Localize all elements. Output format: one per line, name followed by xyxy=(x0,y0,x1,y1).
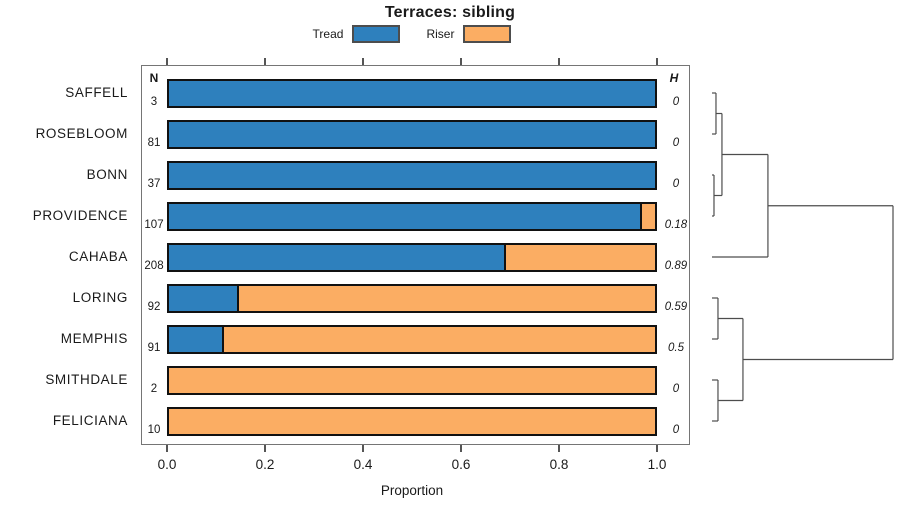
legend-item-tread: Tread xyxy=(313,25,401,43)
row-label: SMITHDALE xyxy=(45,372,128,387)
stacked-bar xyxy=(167,201,657,231)
h-value: 0.59 xyxy=(664,301,688,313)
row-label: FELICIANA xyxy=(52,413,128,428)
stacked-bar xyxy=(167,365,657,395)
x-tick-label: 0.4 xyxy=(353,457,373,472)
x-tick xyxy=(264,445,266,452)
x-tick-label: 0.8 xyxy=(549,457,569,472)
x-tick-label: 0.0 xyxy=(157,457,177,472)
h-value: 0 xyxy=(672,137,680,149)
plot-frame xyxy=(141,65,690,445)
n-column-header: N xyxy=(149,71,159,85)
tread-segment xyxy=(169,285,240,311)
x-tick xyxy=(558,445,560,452)
h-value: 0 xyxy=(672,178,680,190)
row-label: BONN xyxy=(86,167,128,182)
h-column-header: H xyxy=(669,71,679,85)
x-tick xyxy=(460,445,462,452)
row-label: SAFFELL xyxy=(65,85,128,100)
tread-segment xyxy=(169,326,225,352)
n-value: 10 xyxy=(147,424,161,436)
n-value: 92 xyxy=(147,301,161,313)
tread-segment xyxy=(169,80,655,106)
h-value: 0.5 xyxy=(668,342,684,354)
stacked-bar xyxy=(167,78,657,108)
n-value: 91 xyxy=(147,342,161,354)
stacked-bar xyxy=(167,324,657,354)
h-value: 0 xyxy=(672,383,680,395)
x-tick xyxy=(166,58,168,65)
legend: Tread Riser xyxy=(0,25,824,43)
n-value: 3 xyxy=(150,96,158,108)
x-tick xyxy=(362,58,364,65)
x-tick xyxy=(264,58,266,65)
stacked-bar xyxy=(167,283,657,313)
h-value: 0 xyxy=(672,96,680,108)
row-label: CAHABA xyxy=(68,249,128,264)
n-value: 107 xyxy=(144,219,164,231)
row-label: LORING xyxy=(72,290,128,305)
x-tick-label: 0.2 xyxy=(255,457,275,472)
stacked-bar xyxy=(167,119,657,149)
x-tick xyxy=(656,58,658,65)
legend-label-tread: Tread xyxy=(312,27,344,41)
x-tick xyxy=(558,58,560,65)
n-value: 208 xyxy=(144,260,164,272)
x-tick-label: 0.6 xyxy=(451,457,471,472)
h-value: 0.18 xyxy=(664,219,688,231)
n-value: 81 xyxy=(147,137,161,149)
chart-title: Terraces: sibling xyxy=(384,4,516,21)
n-value: 2 xyxy=(150,383,158,395)
tread-segment xyxy=(169,121,655,147)
x-tick xyxy=(166,445,168,452)
h-value: 0.89 xyxy=(664,260,688,272)
x-tick xyxy=(656,445,658,452)
tread-segment xyxy=(169,162,655,188)
x-tick-label: 1.0 xyxy=(647,457,667,472)
x-axis-label: Proportion xyxy=(380,483,444,498)
stacked-bar xyxy=(167,160,657,190)
row-label: MEMPHIS xyxy=(60,331,128,346)
legend-swatch-tread xyxy=(352,25,401,43)
tread-segment xyxy=(169,244,507,270)
legend-label-riser: Riser xyxy=(426,27,455,41)
tread-segment xyxy=(169,203,643,229)
legend-swatch-riser xyxy=(463,25,512,43)
stacked-bar xyxy=(167,406,657,436)
legend-item-riser: Riser xyxy=(426,25,512,43)
n-value: 37 xyxy=(147,178,161,190)
stacked-bar xyxy=(167,242,657,272)
row-label: ROSEBLOOM xyxy=(35,126,128,141)
h-value: 0 xyxy=(672,424,680,436)
x-tick xyxy=(460,58,462,65)
row-label: PROVIDENCE xyxy=(32,208,128,223)
x-tick xyxy=(362,445,364,452)
